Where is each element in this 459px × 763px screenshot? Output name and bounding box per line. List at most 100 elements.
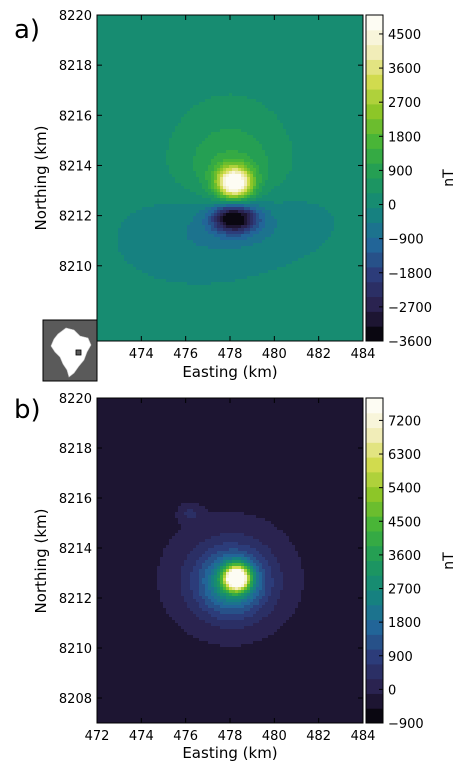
heatmap-cell bbox=[130, 60, 134, 64]
heatmap-cell bbox=[244, 114, 248, 118]
heatmap-cell bbox=[136, 57, 140, 61]
heatmap-cell bbox=[187, 153, 191, 157]
heatmap-cell bbox=[328, 120, 332, 124]
heatmap-cell bbox=[160, 33, 164, 37]
heatmap-cell bbox=[106, 30, 110, 34]
heatmap-cell bbox=[286, 63, 290, 67]
heatmap-cell bbox=[229, 63, 233, 67]
heatmap-cell bbox=[211, 177, 215, 181]
heatmap-cell bbox=[247, 66, 251, 70]
heatmap-cell bbox=[322, 36, 326, 40]
heatmap-cell bbox=[229, 78, 233, 82]
heatmap-cell bbox=[124, 21, 128, 25]
heatmap-cell bbox=[226, 81, 230, 85]
heatmap-cell bbox=[316, 156, 320, 160]
heatmap-cell bbox=[331, 36, 335, 40]
heatmap-cell bbox=[322, 48, 326, 52]
heatmap-cell bbox=[196, 39, 200, 43]
heatmap-cell bbox=[142, 102, 146, 106]
heatmap-cell bbox=[172, 96, 176, 100]
heatmap-cell bbox=[262, 48, 266, 52]
heatmap-cell bbox=[160, 84, 164, 88]
heatmap-cell bbox=[319, 75, 323, 79]
heatmap-cell bbox=[163, 159, 167, 163]
heatmap-cell bbox=[337, 150, 341, 154]
heatmap-cell bbox=[145, 111, 149, 115]
heatmap-cell bbox=[340, 45, 344, 49]
heatmap-cell bbox=[328, 135, 332, 139]
heatmap-cell bbox=[340, 129, 344, 133]
heatmap-cell bbox=[259, 147, 263, 151]
heatmap-cell bbox=[178, 171, 182, 175]
heatmap-cell bbox=[226, 69, 230, 73]
heatmap-cell bbox=[241, 15, 245, 19]
heatmap-cell bbox=[223, 72, 227, 76]
heatmap-cell bbox=[274, 42, 278, 46]
heatmap-cell bbox=[172, 117, 176, 121]
heatmap-cell bbox=[334, 21, 338, 25]
heatmap-cell bbox=[301, 42, 305, 46]
heatmap-cell bbox=[163, 57, 167, 61]
heatmap-cell bbox=[121, 135, 125, 139]
heatmap-cell bbox=[205, 93, 209, 97]
heatmap-cell bbox=[130, 102, 134, 106]
heatmap-cell bbox=[241, 21, 245, 25]
heatmap-cell bbox=[136, 36, 140, 40]
heatmap-cell bbox=[325, 138, 329, 142]
heatmap-cell bbox=[361, 147, 363, 151]
heatmap-cell bbox=[274, 66, 278, 70]
heatmap-cell bbox=[169, 141, 173, 145]
heatmap-cell bbox=[187, 132, 191, 136]
heatmap-cell bbox=[343, 66, 347, 70]
heatmap-cell bbox=[319, 33, 323, 37]
heatmap-cell bbox=[262, 39, 266, 43]
heatmap-cell bbox=[124, 165, 128, 169]
heatmap-cell bbox=[187, 135, 191, 139]
heatmap-cell bbox=[184, 93, 188, 97]
heatmap-cell bbox=[172, 90, 176, 94]
heatmap-cell bbox=[292, 42, 296, 46]
heatmap-cell bbox=[214, 108, 218, 112]
heatmap-cell bbox=[223, 99, 227, 103]
heatmap-cell bbox=[334, 114, 338, 118]
heatmap-cell bbox=[241, 57, 245, 61]
heatmap-cell bbox=[226, 42, 230, 46]
heatmap-cell bbox=[130, 162, 134, 166]
heatmap-cell bbox=[277, 87, 281, 91]
heatmap-cell bbox=[247, 105, 251, 109]
heatmap-cell bbox=[157, 144, 161, 148]
heatmap-cell bbox=[238, 114, 242, 118]
heatmap-cell bbox=[298, 180, 302, 184]
heatmap-cell bbox=[349, 117, 353, 121]
heatmap-cell bbox=[316, 66, 320, 70]
heatmap-cell bbox=[112, 132, 116, 136]
heatmap-cell bbox=[166, 135, 170, 139]
heatmap-cell bbox=[319, 51, 323, 55]
heatmap-cell bbox=[304, 126, 308, 130]
heatmap-cell bbox=[283, 141, 287, 145]
heatmap-cell bbox=[349, 87, 353, 91]
heatmap-cell bbox=[124, 174, 128, 178]
heatmap-cell bbox=[310, 24, 314, 28]
heatmap-cell bbox=[283, 36, 287, 40]
heatmap-cell bbox=[160, 90, 164, 94]
heatmap-cell bbox=[166, 165, 170, 169]
heatmap-cell bbox=[265, 144, 269, 148]
heatmap-cell bbox=[97, 78, 101, 82]
heatmap-cell bbox=[145, 102, 149, 106]
heatmap-cell bbox=[184, 66, 188, 70]
heatmap-cell bbox=[115, 132, 119, 136]
heatmap-cell bbox=[355, 129, 359, 133]
heatmap-cell bbox=[181, 36, 185, 40]
heatmap-cell bbox=[256, 126, 260, 130]
heatmap-cell bbox=[244, 135, 248, 139]
heatmap-cell bbox=[139, 90, 143, 94]
heatmap-cell bbox=[334, 24, 338, 28]
heatmap-cell bbox=[106, 171, 110, 175]
heatmap-cell bbox=[292, 78, 296, 82]
heatmap-cell bbox=[307, 111, 311, 115]
heatmap-cell bbox=[358, 84, 362, 88]
heatmap-cell bbox=[289, 159, 293, 163]
heatmap-cell bbox=[127, 177, 131, 181]
heatmap-cell bbox=[121, 150, 125, 154]
